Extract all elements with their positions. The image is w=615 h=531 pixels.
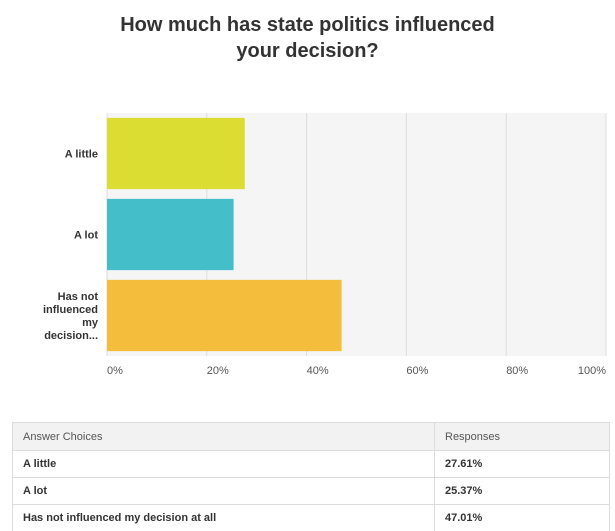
header-answer-choices: Answer Choices [12, 422, 435, 451]
table-row: A lot 25.37% [12, 477, 610, 505]
header-responses: Responses [434, 422, 610, 451]
chart-title-line-1: How much has state politics influenced [120, 14, 495, 36]
row-response: 25.37% [434, 477, 610, 505]
row-choice: A little [12, 450, 435, 478]
category-label-line: my [82, 317, 99, 329]
category-label-line: A lot [74, 230, 98, 242]
category-label-line: A little [65, 149, 98, 161]
bar [107, 117, 245, 190]
category-label-line: influenced [43, 304, 98, 316]
bar [107, 198, 234, 271]
category-label-line: decision... [44, 330, 98, 342]
x-tick-label: 20% [207, 365, 229, 377]
category-label: A lot [74, 230, 98, 242]
x-tick-label: 60% [406, 365, 428, 377]
category-label-line: Has not [58, 291, 99, 303]
bar-chart: 0% 20% 40% 60% 80% 100% A little A lot Has not in… [43, 113, 607, 377]
category-label: A little [65, 149, 98, 161]
table-header-row: Answer Choices Responses [12, 422, 610, 451]
table-row: Has not influenced my decision at all 47… [12, 504, 610, 531]
x-tick-label: 0% [107, 365, 123, 377]
x-tick-label: 80% [506, 365, 528, 377]
bar [107, 279, 342, 352]
row-choice: Has not influenced my decision at all [12, 504, 435, 531]
row-choice: A lot [12, 477, 435, 505]
chart-title: How much has state politics influenced y… [0, 12, 615, 64]
category-label: Has not influenced my decision... [43, 291, 99, 342]
x-tick-label: 100% [578, 365, 606, 377]
answer-table: Answer Choices Responses A little 27.61%… [12, 422, 610, 531]
row-response: 47.01% [434, 504, 610, 531]
table-row: A little 27.61% [12, 450, 610, 478]
x-tick-label: 40% [307, 365, 329, 377]
row-response: 27.61% [434, 450, 610, 478]
chart-title-line-2: your decision? [236, 40, 379, 62]
